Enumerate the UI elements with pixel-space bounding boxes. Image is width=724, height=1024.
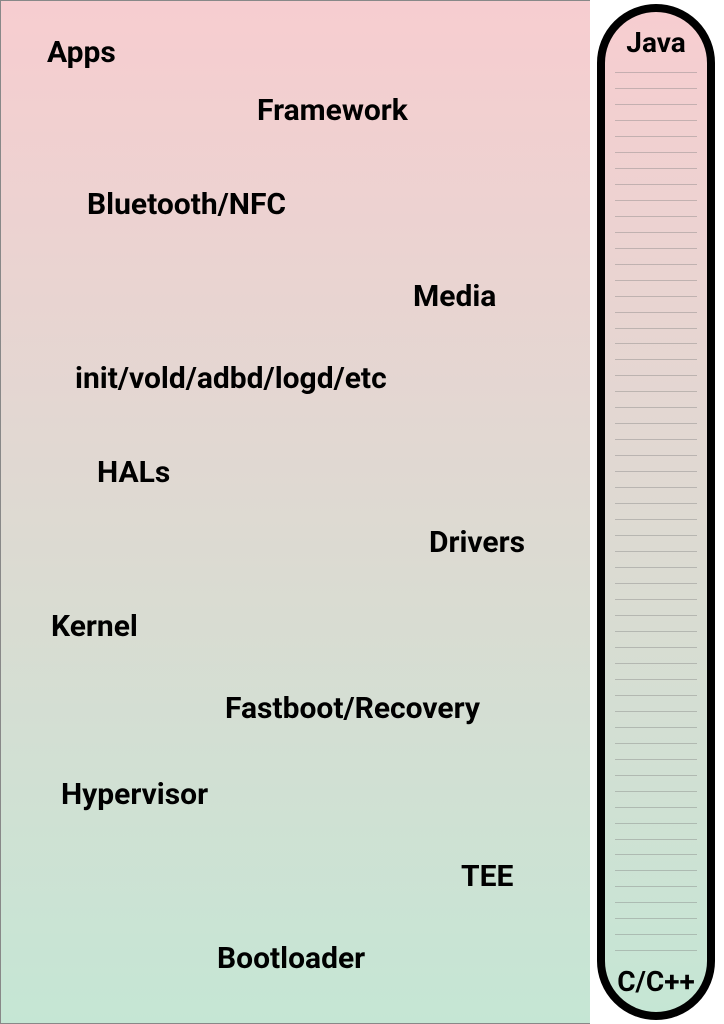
gauge-tick bbox=[615, 854, 697, 855]
gauge-tick bbox=[615, 455, 697, 456]
gauge-tick bbox=[615, 727, 697, 728]
gauge-tick bbox=[615, 918, 697, 919]
gauge-tick bbox=[615, 807, 697, 808]
gauge-tick bbox=[615, 775, 697, 776]
gauge-tick bbox=[615, 583, 697, 584]
gauge-tick bbox=[615, 663, 697, 664]
gauge-tick bbox=[615, 535, 697, 536]
layer-label: Fastboot/Recovery bbox=[225, 691, 480, 726]
gauge-tick bbox=[615, 296, 697, 297]
gauge-tick bbox=[615, 88, 697, 89]
layer-label: Framework bbox=[257, 93, 408, 128]
gauge-tick bbox=[615, 695, 697, 696]
layer-label: init/vold/adbd/logd/etc bbox=[75, 361, 387, 396]
layer-label: Hypervisor bbox=[61, 777, 208, 812]
layer-label: HALs bbox=[97, 455, 170, 490]
gauge-tick bbox=[615, 471, 697, 472]
gauge-tick bbox=[615, 823, 697, 824]
gauge-tick bbox=[615, 328, 697, 329]
gauge-tick bbox=[615, 902, 697, 903]
gauge-tick bbox=[615, 551, 697, 552]
stack-panel: Apps Framework Bluetooth/NFC Media init/vold… bbox=[0, 0, 590, 1024]
gauge-tick bbox=[615, 759, 697, 760]
gauge-tick bbox=[615, 503, 697, 504]
gauge-tick bbox=[615, 232, 697, 233]
language-gauge-wrap: Java C/C++ bbox=[590, 0, 724, 1024]
layer-label: Drivers bbox=[429, 525, 525, 560]
gauge-top-label: Java bbox=[605, 26, 707, 59]
gauge-tick bbox=[615, 487, 697, 488]
gauge-tick bbox=[615, 152, 697, 153]
gauge-tick bbox=[615, 216, 697, 217]
gauge-tick bbox=[615, 168, 697, 169]
gauge-tick bbox=[615, 439, 697, 440]
gauge-tick bbox=[615, 743, 697, 744]
layer-label: Media bbox=[413, 279, 496, 314]
gauge-tick bbox=[615, 375, 697, 376]
gauge-tick bbox=[615, 647, 697, 648]
gauge-tick bbox=[615, 567, 697, 568]
layer-label: Bootloader bbox=[217, 941, 365, 976]
gauge-tick bbox=[615, 407, 697, 408]
layer-label: Bluetooth/NFC bbox=[87, 187, 286, 222]
layer-label: TEE bbox=[461, 859, 513, 894]
gauge-tick bbox=[615, 870, 697, 871]
gauge-bottom-label: C/C++ bbox=[605, 965, 707, 998]
gauge-tick bbox=[615, 200, 697, 201]
gauge-tick bbox=[615, 136, 697, 137]
language-gauge: Java C/C++ bbox=[597, 4, 715, 1020]
gauge-tick bbox=[615, 312, 697, 313]
gauge-tick bbox=[615, 791, 697, 792]
gauge-tick bbox=[615, 711, 697, 712]
gauge-tick bbox=[615, 615, 697, 616]
gauge-tick bbox=[615, 519, 697, 520]
gauge-tick bbox=[615, 886, 697, 887]
gauge-tick bbox=[615, 950, 697, 951]
layer-label: Kernel bbox=[51, 609, 138, 644]
gauge-tick bbox=[615, 343, 697, 344]
gauge-tick bbox=[615, 264, 697, 265]
gauge-tick bbox=[615, 934, 697, 935]
gauge-tick bbox=[615, 359, 697, 360]
gauge-tick bbox=[615, 72, 697, 73]
gauge-ticks bbox=[615, 72, 697, 952]
gauge-tick bbox=[615, 839, 697, 840]
gauge-tick bbox=[615, 599, 697, 600]
layer-label: Apps bbox=[47, 35, 116, 70]
gauge-tick bbox=[615, 631, 697, 632]
gauge-tick bbox=[615, 391, 697, 392]
gauge-tick bbox=[615, 280, 697, 281]
gauge-tick bbox=[615, 120, 697, 121]
gauge-tick bbox=[615, 184, 697, 185]
gauge-tick bbox=[615, 423, 697, 424]
gauge-tick bbox=[615, 248, 697, 249]
gauge-tick bbox=[615, 679, 697, 680]
gauge-tick bbox=[615, 104, 697, 105]
